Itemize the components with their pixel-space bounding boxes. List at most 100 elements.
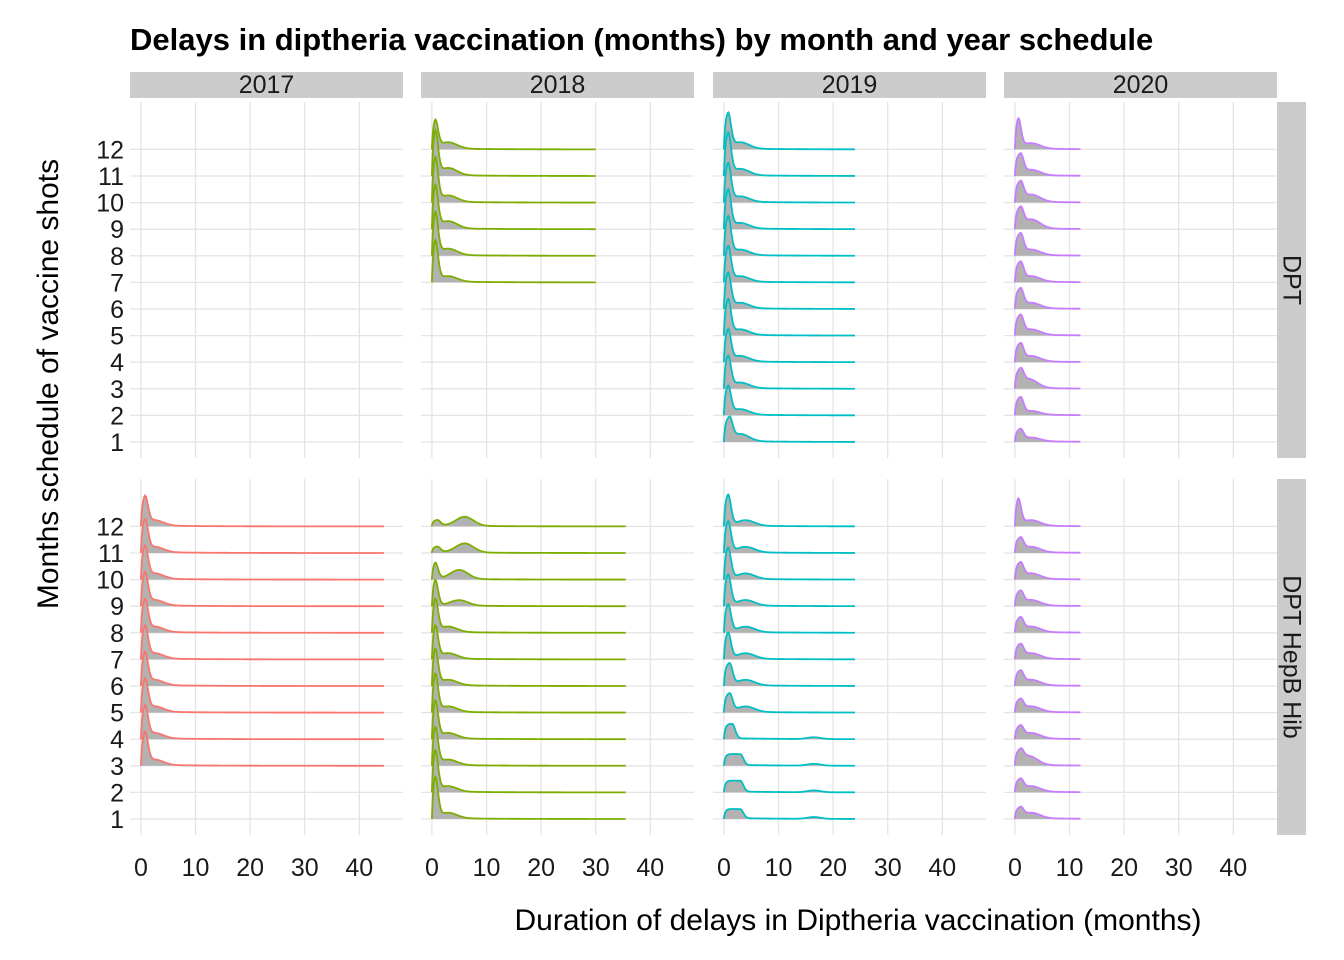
ridge-fill-month-12 bbox=[1014, 498, 1081, 527]
y-tick-label: 9 bbox=[110, 216, 124, 244]
ridge-line-month-12 bbox=[431, 515, 626, 528]
ridge-line-month-5 bbox=[1014, 313, 1081, 337]
ridge-line-month-12 bbox=[140, 494, 384, 528]
ridge-line-month-7 bbox=[723, 631, 855, 661]
ridge-line-month-9 bbox=[140, 570, 384, 608]
ridge-line-month-8 bbox=[723, 214, 855, 257]
x-tick-label: 30 bbox=[291, 854, 319, 882]
strip-year-2020 bbox=[1004, 72, 1277, 98]
ridge-line-month-7 bbox=[431, 238, 596, 284]
panel-DPT_HepB_Hib-2017 bbox=[140, 494, 384, 767]
ridge-fill-month-12 bbox=[723, 494, 855, 527]
ridge-fill-month-4 bbox=[1014, 725, 1081, 740]
y-tick-label: 11 bbox=[98, 163, 124, 191]
ridge-line-month-1 bbox=[723, 415, 855, 443]
ridge-fill-month-8 bbox=[431, 211, 596, 256]
y-tick-label: 8 bbox=[110, 243, 124, 271]
ridge-line-month-8 bbox=[431, 209, 596, 257]
ridge-line-month-6 bbox=[1014, 669, 1081, 687]
ridge-fill-month-11 bbox=[1014, 537, 1081, 553]
ridge-fill-month-10 bbox=[1014, 180, 1081, 203]
ridge-line-month-9 bbox=[723, 573, 855, 608]
ridge-fill-month-2 bbox=[431, 750, 626, 793]
ridge-line-month-4 bbox=[1014, 341, 1081, 363]
ridge-line-month-6 bbox=[431, 647, 626, 687]
ridge-line-month-7 bbox=[723, 244, 855, 284]
x-tick-label: 0 bbox=[1008, 854, 1022, 882]
x-tick-label: 20 bbox=[236, 854, 264, 882]
ridge-fill-month-7 bbox=[431, 240, 596, 283]
ridge-line-month-4 bbox=[723, 722, 855, 741]
ridge-line-month-10 bbox=[723, 161, 855, 204]
strip-vaccine-label: DPT bbox=[1278, 255, 1306, 305]
ridge-line-month-5 bbox=[723, 297, 855, 337]
ridge-fill-month-8 bbox=[1014, 616, 1081, 633]
strip-year-2018 bbox=[421, 72, 694, 98]
ridge-fill-month-10 bbox=[431, 562, 626, 580]
y-tick-label: 10 bbox=[96, 567, 124, 595]
ridge-line-month-6 bbox=[140, 650, 384, 687]
ridge-line-month-12 bbox=[723, 111, 855, 151]
ridge-line-month-11 bbox=[723, 519, 855, 554]
x-tick-label: 0 bbox=[134, 854, 148, 882]
y-tick-label: 1 bbox=[110, 806, 124, 834]
ridge-fill-month-9 bbox=[431, 184, 596, 230]
ridge-line-month-3 bbox=[1014, 747, 1081, 767]
y-tick-label: 10 bbox=[96, 190, 124, 218]
panel-DPT_HepB_Hib-2018 bbox=[431, 515, 626, 820]
ridge-line-month-7 bbox=[140, 623, 384, 661]
ridge-line-month-12 bbox=[1014, 497, 1081, 528]
ridge-line-month-11 bbox=[431, 127, 596, 177]
ridge-line-month-7 bbox=[1014, 260, 1081, 284]
panel-DPT_HepB_Hib-2019 bbox=[723, 493, 855, 820]
y-tick-label: 1 bbox=[110, 429, 124, 457]
strip-year-label: 2017 bbox=[239, 71, 295, 99]
x-tick-label: 30 bbox=[582, 854, 610, 882]
ridge-line-month-4 bbox=[1014, 724, 1081, 740]
ridge-line-month-10 bbox=[723, 546, 855, 581]
strip-vaccine-DPT bbox=[1277, 102, 1306, 458]
x-axis-title: Duration of delays in Diptheria vaccinat… bbox=[515, 904, 1202, 937]
ridge-line-month-3 bbox=[431, 725, 626, 767]
ridge-line-month-12 bbox=[723, 493, 855, 528]
ridge-fill-month-12 bbox=[723, 112, 855, 150]
ridge-fill-month-10 bbox=[431, 157, 596, 203]
ridge-line-month-7 bbox=[431, 623, 626, 661]
y-tick-label: 12 bbox=[96, 136, 124, 164]
x-tick-label: 40 bbox=[636, 854, 664, 882]
ridge-line-month-1 bbox=[431, 775, 626, 820]
y-axis-title: Months schedule of vaccine shots bbox=[32, 159, 65, 609]
y-tick-label: 2 bbox=[110, 779, 124, 807]
ridge-fill-month-9 bbox=[723, 189, 855, 230]
ridge-line-month-2 bbox=[1014, 777, 1081, 794]
ridge-line-month-8 bbox=[1014, 231, 1081, 257]
ridge-fill-month-7 bbox=[1014, 261, 1081, 283]
ridge-fill-month-7 bbox=[431, 625, 626, 660]
x-tick-label: 10 bbox=[182, 854, 210, 882]
y-tick-label: 11 bbox=[98, 540, 124, 568]
x-tick-label: 20 bbox=[1110, 854, 1138, 882]
ridge-fill-month-4 bbox=[723, 328, 855, 363]
strip-year-label: 2020 bbox=[1113, 71, 1169, 99]
ridge-line-month-6 bbox=[723, 271, 855, 310]
ridge-fill-month-10 bbox=[723, 162, 855, 203]
x-tick-label: 10 bbox=[473, 854, 501, 882]
ridge-line-month-6 bbox=[1014, 286, 1081, 310]
ridge-fill-month-3 bbox=[1014, 367, 1081, 389]
ridge-line-month-3 bbox=[1014, 366, 1081, 390]
panel-DPT_HepB_Hib-2020 bbox=[1014, 497, 1081, 820]
ridge-line-month-5 bbox=[1014, 697, 1081, 714]
ridge-line-month-9 bbox=[1014, 205, 1081, 230]
ridge-line-month-10 bbox=[431, 154, 596, 204]
ridge-fill-month-2 bbox=[1014, 778, 1081, 793]
x-tick-label: 10 bbox=[1056, 854, 1084, 882]
strip-year-2019 bbox=[713, 72, 986, 98]
ridge-fill-month-1 bbox=[1014, 806, 1081, 819]
x-tick-label: 30 bbox=[874, 854, 902, 882]
strip-vaccine-DPT_HepB_Hib bbox=[1277, 479, 1306, 835]
ridge-fill-month-6 bbox=[431, 648, 626, 686]
x-tick-label: 20 bbox=[819, 854, 847, 882]
y-tick-label: 7 bbox=[110, 269, 124, 297]
